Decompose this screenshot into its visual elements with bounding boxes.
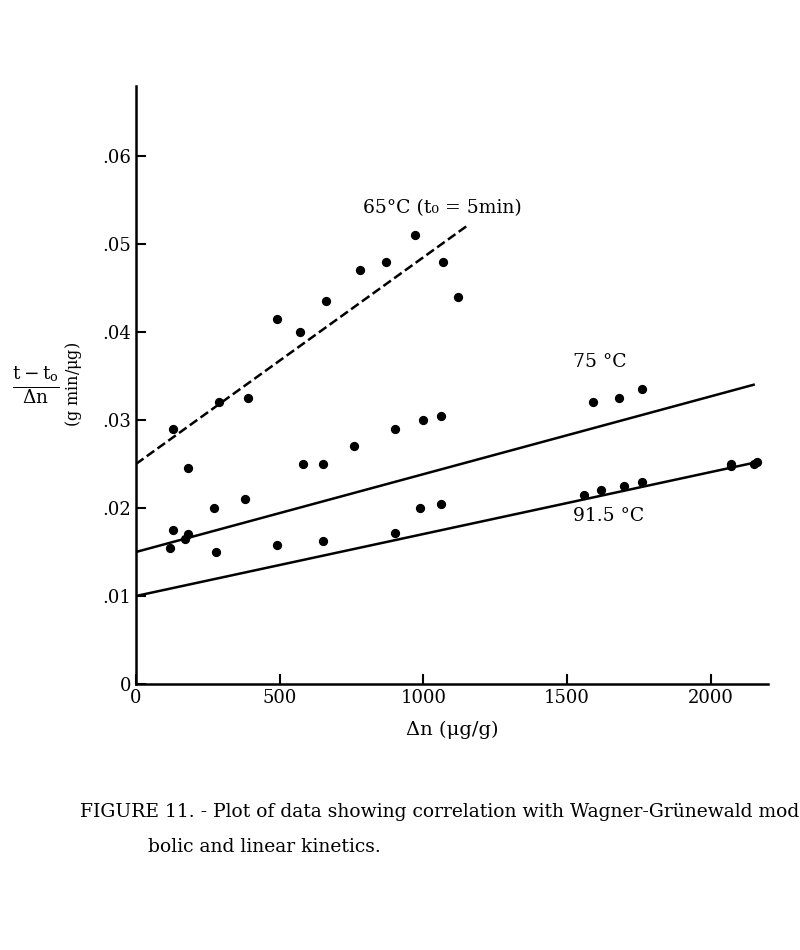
Point — [618, 479, 630, 494]
Point — [182, 461, 194, 476]
Point — [724, 458, 737, 473]
Point — [316, 456, 329, 471]
Point — [612, 390, 625, 406]
Point — [586, 395, 599, 410]
Point — [210, 544, 223, 560]
Point — [270, 312, 283, 327]
Point — [747, 456, 760, 471]
Point — [437, 254, 450, 269]
Point — [354, 263, 366, 278]
Point — [724, 456, 737, 471]
Point — [635, 474, 648, 489]
Text: (g min/$\mathregular{\mu}$g): (g min/$\mathregular{\mu}$g) — [63, 342, 84, 428]
Point — [750, 455, 763, 470]
Point — [348, 439, 361, 454]
Point — [270, 538, 283, 553]
Point — [408, 228, 421, 243]
Point — [319, 294, 332, 309]
Point — [316, 534, 329, 549]
Point — [164, 540, 177, 555]
Point — [414, 501, 427, 516]
Point — [294, 324, 306, 339]
Point — [434, 496, 447, 511]
Text: bolic and linear kinetics.: bolic and linear kinetics. — [148, 838, 381, 856]
Point — [379, 254, 392, 269]
Point — [296, 456, 309, 471]
Point — [207, 501, 220, 516]
Point — [388, 421, 401, 436]
Point — [578, 487, 590, 503]
Point — [417, 412, 430, 428]
Point — [595, 483, 608, 498]
Point — [167, 522, 180, 538]
Point — [167, 421, 180, 436]
Point — [178, 531, 191, 546]
Point — [182, 526, 194, 542]
Text: FIGURE 11. - Plot of data showing correlation with Wagner-Grünewald model for mi: FIGURE 11. - Plot of data showing correl… — [80, 803, 800, 821]
Text: $\mathregular{\frac{t - t_o}{\Delta n}}$: $\mathregular{\frac{t - t_o}{\Delta n}}$ — [12, 364, 60, 406]
Point — [451, 289, 464, 304]
Point — [213, 395, 226, 410]
Point — [242, 390, 254, 406]
Text: 91.5 °C: 91.5 °C — [573, 507, 644, 525]
Text: 75 °C: 75 °C — [573, 353, 626, 371]
Point — [434, 408, 447, 423]
Text: 65°C (t₀ = 5min): 65°C (t₀ = 5min) — [363, 200, 522, 218]
X-axis label: Δn (μg/g): Δn (μg/g) — [406, 721, 498, 739]
Point — [635, 382, 648, 397]
Point — [388, 525, 401, 541]
Point — [238, 491, 251, 506]
